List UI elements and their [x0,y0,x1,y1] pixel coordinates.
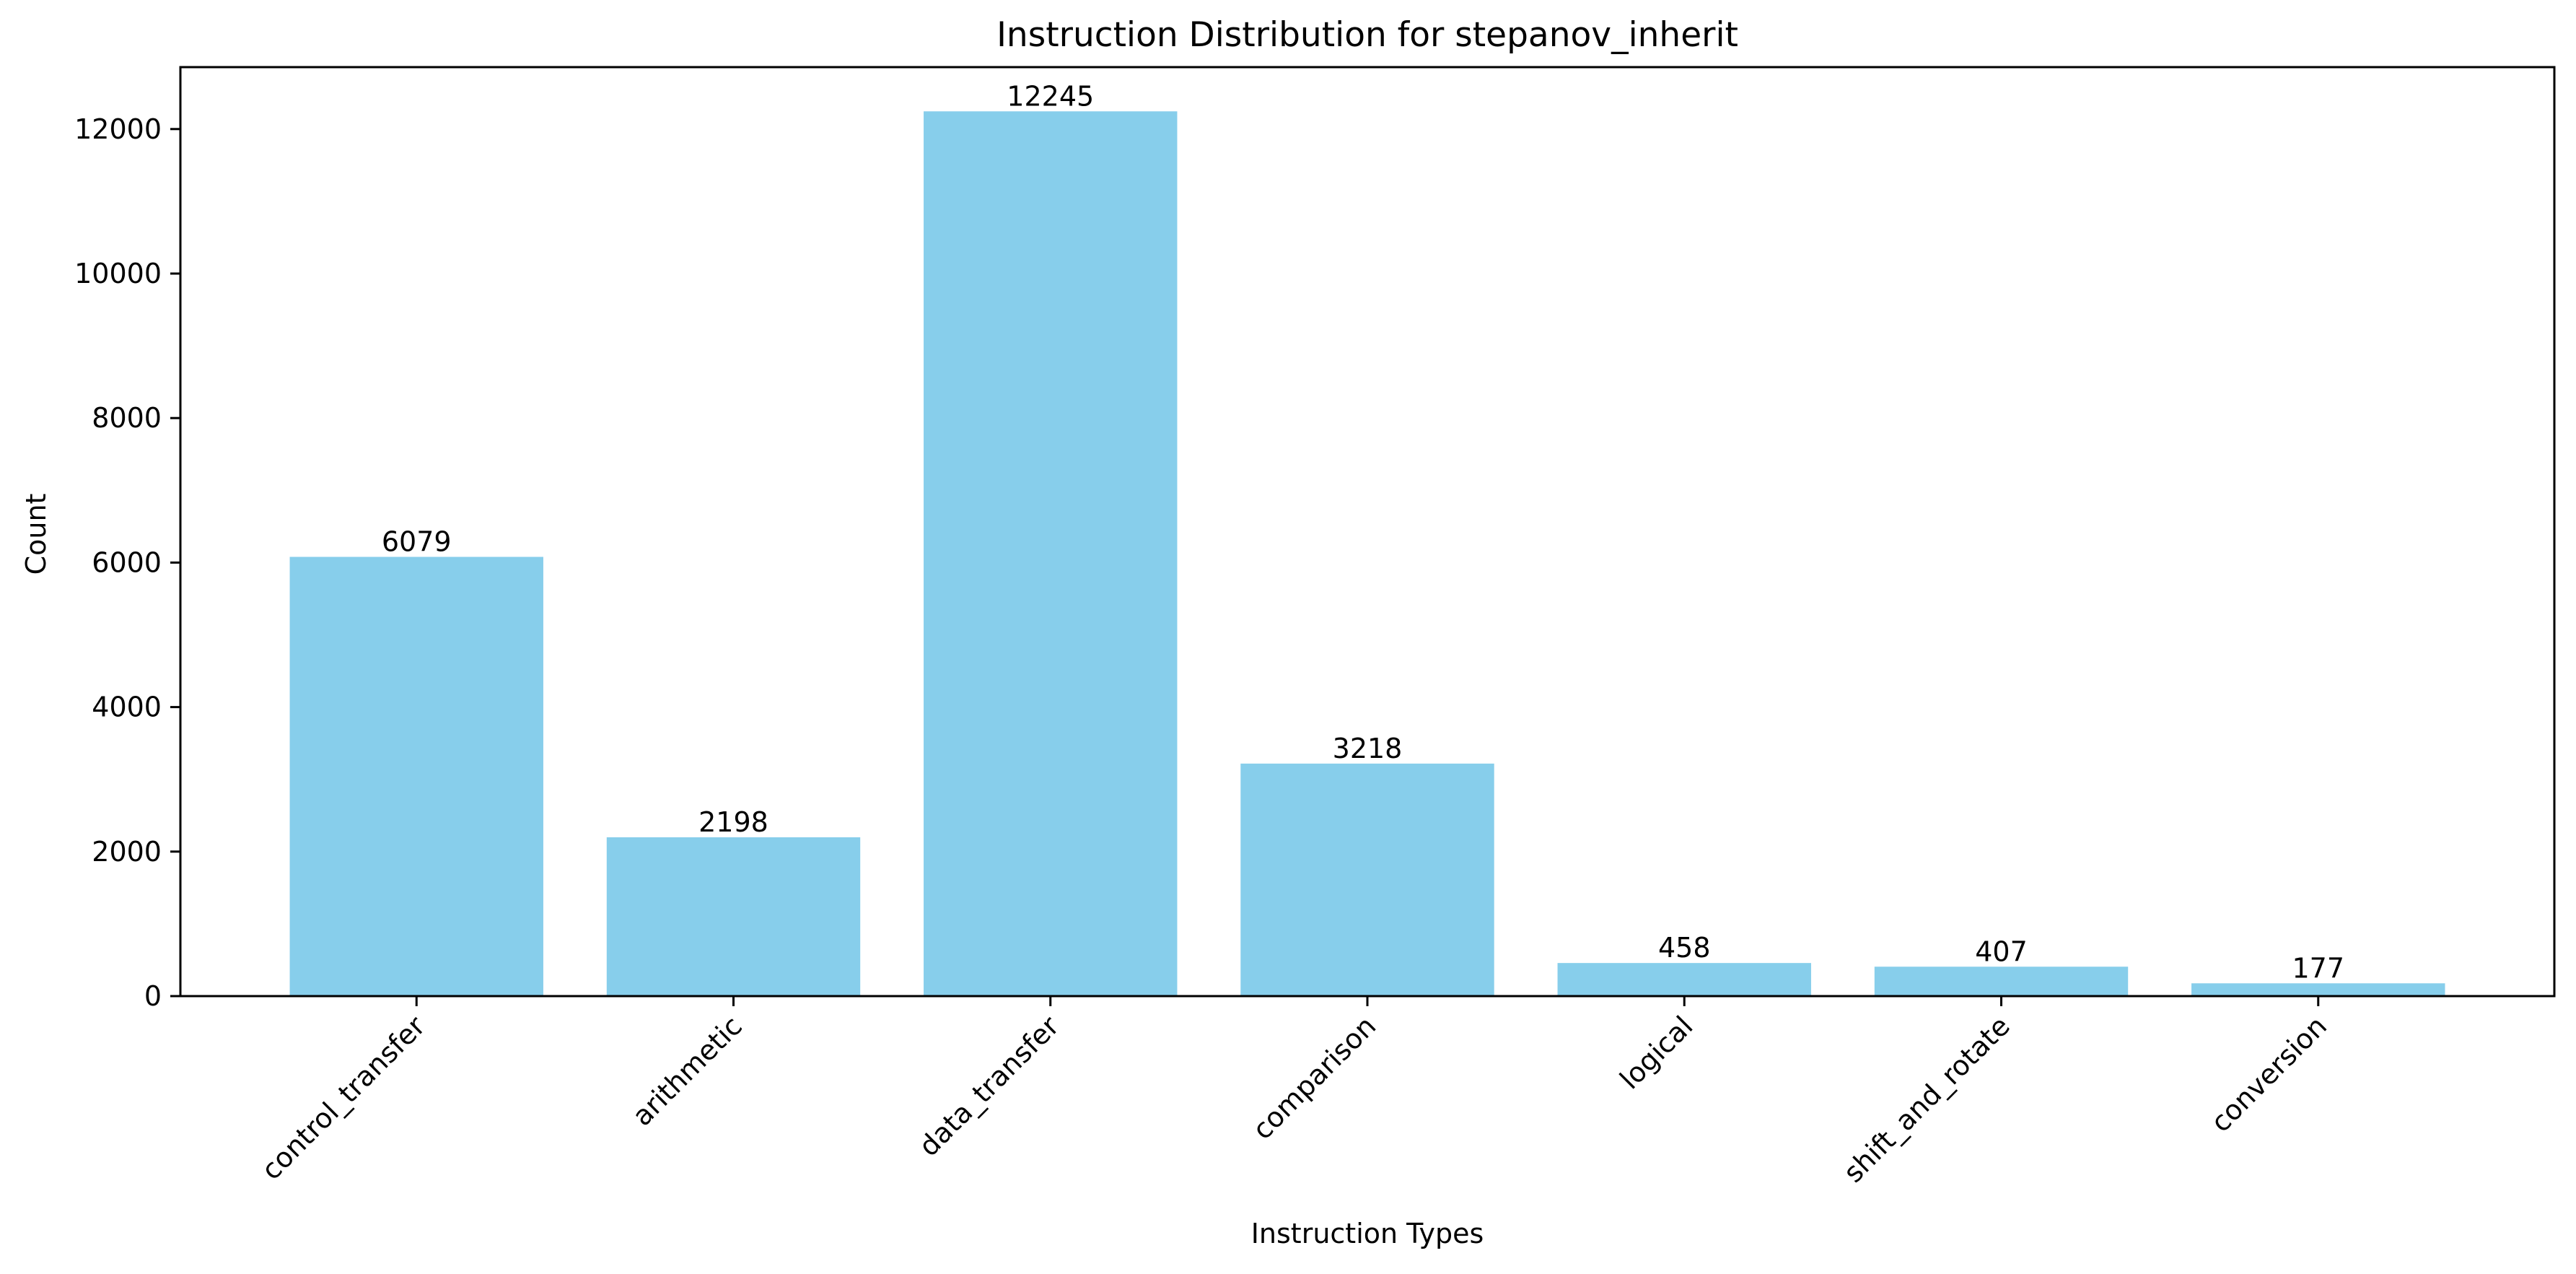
x-tick-label-data-transfer: data_transfer [913,1010,1065,1162]
y-tick-label-4000: 4000 [92,691,162,723]
x-tick-label-control-transfer: control_transfer [255,1010,431,1186]
y-tick-label-8000: 8000 [92,402,162,434]
bar-control-transfer [289,557,543,996]
x-tick-label-conversion: conversion [2204,1010,2333,1138]
y-tick-label-6000: 6000 [92,546,162,578]
bar-comparison [1240,763,1494,996]
x-axis-label: Instruction Types [1251,1218,1484,1249]
plot-frame [179,66,2556,998]
data-label-conversion: 177 [2292,952,2344,984]
bar-shift-and-rotate [1874,967,2129,996]
bar-data-transfer [924,111,1178,997]
y-tick-label-12000: 12000 [74,113,162,145]
bar-arithmetic [606,837,861,996]
chart-title: Instruction Distribution for stepanov_in… [996,15,1738,55]
y-tick-label-2000: 2000 [92,836,162,868]
bars-layer [289,111,2445,997]
y-tick-label-0: 0 [144,980,162,1012]
bar-conversion [2191,983,2445,996]
y-axis-label: Count [20,494,52,575]
data-labels-layer: 6079 2198 12245 3218 458 407 177 [382,80,2344,984]
data-label-data-transfer: 12245 [1007,80,1094,112]
data-label-comparison: 3218 [1333,733,1403,764]
data-label-logical: 458 [1658,932,1711,964]
data-label-shift-and-rotate: 407 [1975,935,2028,967]
y-tick-label-10000: 10000 [74,258,162,289]
x-tick-label-shift-and-rotate: shift_and_rotate [1837,1010,2016,1189]
x-tick-label-arithmetic: arithmetic [626,1010,748,1132]
x-tick-label-comparison: comparison [1246,1010,1382,1146]
data-label-arithmetic: 2198 [698,806,768,838]
data-label-control-transfer: 6079 [382,525,452,557]
x-tick-label-logical: logical [1613,1010,1699,1095]
bar-logical [1557,963,1811,996]
